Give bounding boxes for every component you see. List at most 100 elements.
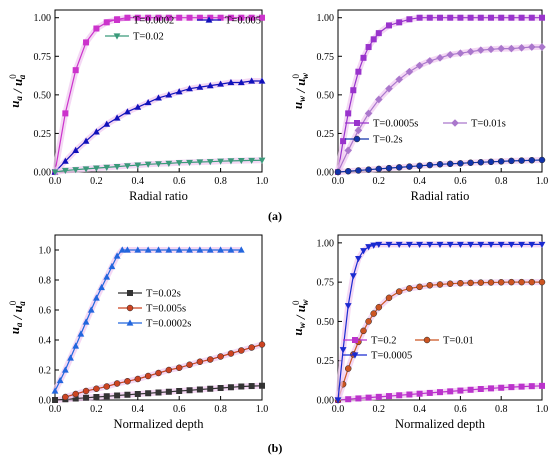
- data-point: [93, 385, 100, 392]
- data-point: [375, 30, 382, 37]
- y-axis-label: ua / u0a: [7, 74, 27, 108]
- data-point: [416, 162, 423, 170]
- chart-panel-bottom-right: 0.0 0.2 0.4 0.6 0.8 1.0 0.00 0.25 0.50 0.75 1.00 No…: [290, 234, 548, 431]
- x-tick-label: 0.4: [132, 176, 145, 187]
- x-tick-label: 0.4: [413, 176, 426, 187]
- data-point: [395, 288, 403, 295]
- data-point: [176, 14, 183, 21]
- caption-b: (b): [268, 441, 283, 455]
- y-tick-label: 0.00: [317, 168, 335, 179]
- data-point: [207, 14, 214, 21]
- data-point: [103, 164, 111, 171]
- data-point: [124, 378, 131, 385]
- data-point: [93, 25, 100, 32]
- data-point: [364, 109, 373, 118]
- data-point: [457, 160, 464, 167]
- x-axis-label: Normalized depth: [395, 417, 486, 431]
- data-point: [113, 114, 121, 121]
- series-line: [337, 17, 542, 173]
- series-T=0.0005s: [335, 14, 545, 175]
- series-T=0.0002: [52, 14, 265, 175]
- x-tick-label: 0.2: [90, 176, 103, 187]
- data-point: [165, 91, 173, 98]
- data-point: [238, 14, 245, 21]
- data-point: [508, 241, 515, 249]
- data-point: [345, 396, 352, 403]
- chart-panel-top-left: 0.0 0.2 0.4 0.6 0.8 1.0 0.00 0.25 0.50 0.75 1.00 Ra…: [7, 9, 268, 203]
- data-point: [518, 383, 525, 390]
- data-point: [370, 310, 377, 317]
- data-point: [355, 255, 362, 263]
- data-point: [446, 160, 454, 168]
- data-point: [103, 19, 110, 26]
- data-point: [487, 279, 495, 286]
- data-point: [477, 386, 484, 392]
- data-point: [538, 241, 546, 249]
- data-point: [375, 165, 383, 173]
- data-point: [385, 84, 393, 93]
- data-point: [206, 82, 214, 89]
- y-tick-label: 0.25: [317, 356, 335, 367]
- data-point: [175, 160, 183, 167]
- y-tick-label: 0.8: [39, 276, 52, 287]
- data-point: [518, 14, 525, 21]
- legend-label: T=0.0005: [371, 351, 412, 362]
- series-T=0.02s: [52, 382, 265, 403]
- x-axis-label: Radial ratio: [411, 189, 470, 203]
- data-point: [82, 166, 90, 173]
- legend-marker: [351, 352, 359, 359]
- data-point: [206, 246, 214, 253]
- data-point: [248, 14, 255, 21]
- x-tick-label: 0.0: [49, 404, 62, 415]
- data-point: [497, 241, 505, 249]
- legend-label: T=0.0002s: [146, 319, 191, 330]
- x-tick-label: 1.0: [256, 404, 269, 415]
- y-tick-label: 0.75: [317, 52, 335, 63]
- y-tick-label: 0.25: [34, 129, 52, 140]
- data-point: [155, 14, 162, 21]
- data-point: [62, 110, 69, 117]
- data-point: [375, 393, 382, 400]
- data-point: [196, 386, 203, 393]
- data-point: [227, 78, 235, 86]
- data-point: [437, 389, 443, 396]
- y-tick-label: 0.00: [317, 396, 335, 407]
- data-point: [72, 390, 79, 398]
- data-point: [365, 44, 372, 51]
- x-tick-label: 0.6: [454, 404, 467, 415]
- legend-marker: [126, 319, 134, 326]
- data-point: [339, 347, 347, 354]
- data-point: [144, 161, 152, 168]
- y-axis-label: uw / u0w: [290, 298, 310, 335]
- data-point: [217, 385, 224, 391]
- data-point: [56, 376, 64, 384]
- chart-panel-bottom-left: 0.0 0.2 0.4 0.6 0.8 1.0 0.0 0.2 0.4 0.6 0.8 1.0 Norm…: [7, 234, 269, 431]
- data-point: [518, 278, 525, 286]
- legend: T=0.0002 T=0.005 T=0.02: [105, 16, 261, 43]
- data-point: [227, 384, 234, 391]
- data-point: [155, 389, 162, 396]
- y-axis-label: ua / u0a: [7, 300, 27, 334]
- data-point: [355, 68, 362, 75]
- series-T=0.005s: [62, 341, 266, 401]
- x-tick-label: 0.2: [90, 404, 103, 415]
- legend-label: T=0.01s: [471, 119, 506, 130]
- data-point: [538, 156, 546, 164]
- legend-marker: [127, 290, 133, 296]
- data-point: [456, 49, 465, 57]
- data-point: [457, 279, 464, 287]
- data-point: [528, 157, 536, 164]
- legend-label: T=0.0005s: [373, 119, 418, 130]
- y-axis-label: uw / u0w: [290, 72, 310, 109]
- data-point: [360, 54, 367, 61]
- legend-label: T=0.02: [133, 32, 164, 43]
- data-point: [416, 14, 423, 21]
- x-tick-label: 0.0: [332, 404, 345, 415]
- data-point: [497, 44, 505, 53]
- data-point: [467, 386, 474, 393]
- data-point: [396, 19, 403, 26]
- x-tick-label: 0.8: [495, 404, 508, 415]
- data-point: [118, 246, 126, 253]
- data-point: [165, 246, 173, 253]
- data-point: [360, 327, 367, 335]
